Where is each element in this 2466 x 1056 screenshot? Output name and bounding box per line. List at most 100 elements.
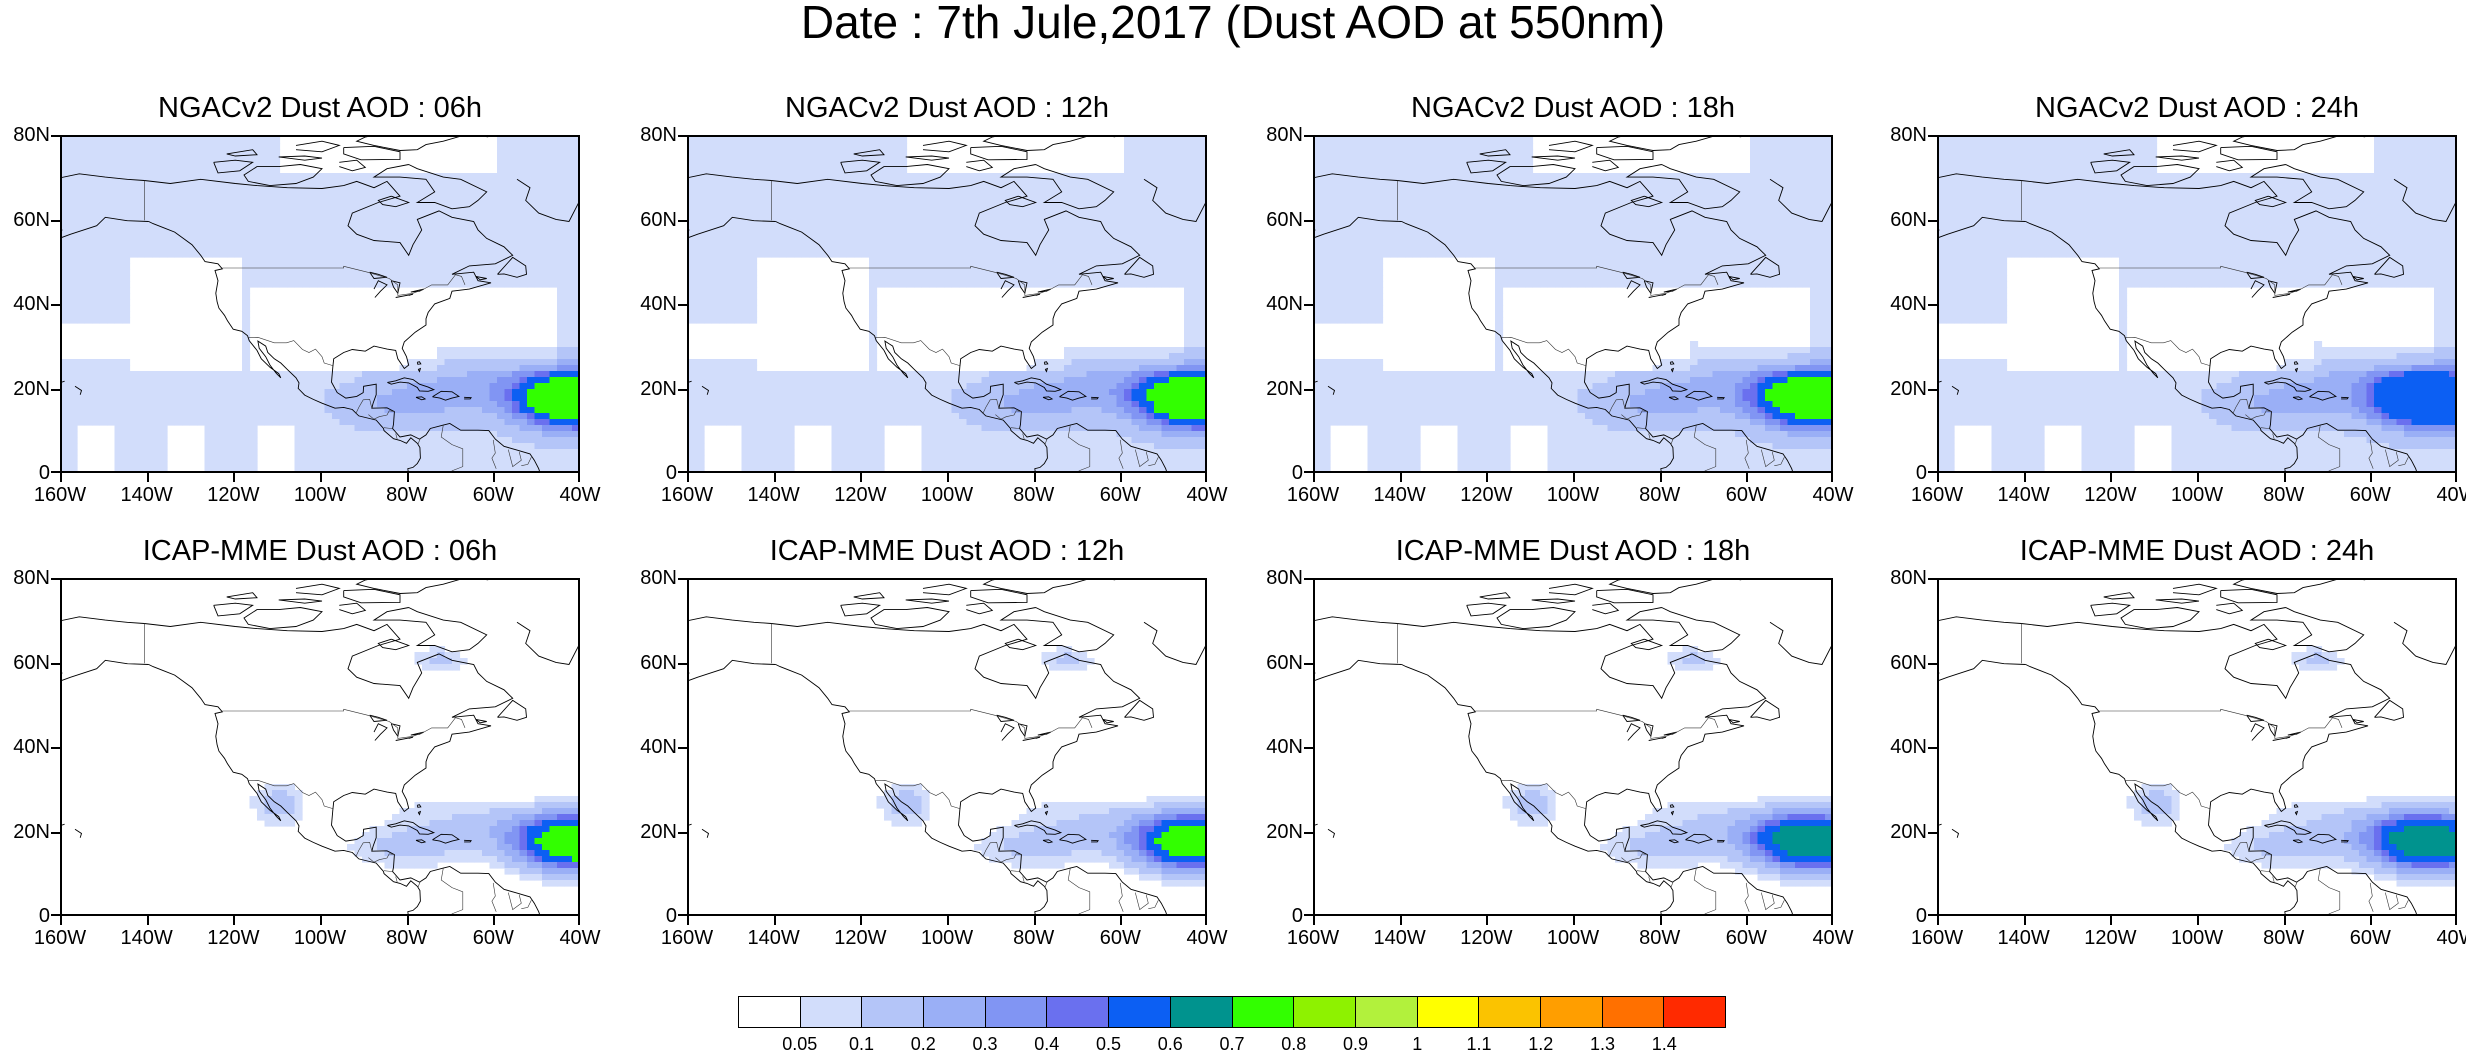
lon-tick-label: 160W <box>1286 484 1340 506</box>
lat-tick-label: 40N <box>640 736 677 758</box>
figure-title: Date : 7th Jule,2017 (Dust AOD at 550nm) <box>800 0 1666 48</box>
lon-tick-label: 60W <box>1725 484 1767 506</box>
lon-tick-label: 80W <box>1013 484 1055 506</box>
lon-tick <box>320 473 322 482</box>
lon-tick <box>1399 916 1402 925</box>
country-borders <box>771 180 1159 471</box>
lon-tick-label: 40W <box>1812 484 1854 506</box>
coastlines <box>62 137 578 471</box>
colorbar-swatch <box>1109 997 1171 1027</box>
lat-tick <box>51 471 60 473</box>
map-panel-icap-mme-24h: ICAP-MME Dust AOD : 24h 80N 60N 40N 20N 0 160W… <box>1890 535 2466 948</box>
colorbar-label: 0.2 <box>910 1034 936 1054</box>
aod-field <box>2126 646 2455 887</box>
dust-aod-map <box>62 580 578 914</box>
colorbar-swatch <box>985 997 1048 1027</box>
lon-tick-label: 80W <box>386 484 428 506</box>
lat-tick-label: 0 <box>1915 905 1927 927</box>
lon-tick <box>2197 916 2199 925</box>
lon-tick-label: 60W <box>2349 484 2391 506</box>
lat-tick-label: 0 <box>665 462 677 484</box>
lat-tick <box>51 747 60 749</box>
lat-tick <box>678 914 687 916</box>
lat-tick <box>1304 388 1313 391</box>
colorbar-swatch <box>1294 997 1356 1027</box>
lon-tick <box>1937 916 1939 925</box>
country-borders <box>2021 623 2409 914</box>
lon-tick-label: 160W <box>660 484 714 506</box>
lon-tick-label: 100W <box>2170 484 2224 506</box>
lat-tick-label: 20N <box>13 820 50 843</box>
coastlines <box>62 580 578 914</box>
colorbar-swatch <box>862 997 925 1027</box>
lat-tick-label: 80N <box>1890 567 1927 589</box>
lon-tick-label: 140W <box>747 927 800 949</box>
panel-title: NGACv2 Dust AOD : 12h <box>785 92 1109 124</box>
lon-tick <box>493 916 496 925</box>
colorbar-swatch <box>1170 997 1233 1027</box>
lat-tick-label: 80N <box>13 124 50 146</box>
colorbar-label: 0.7 <box>1219 1034 1245 1054</box>
lon-tick <box>1746 473 1749 482</box>
lon-tick-label: 160W <box>1910 927 1964 949</box>
panel-title: ICAP-MME Dust AOD : 12h <box>769 535 1125 567</box>
lon-tick-label: 100W <box>1546 927 1600 949</box>
lat-tick-label: 40N <box>640 293 677 315</box>
lat-tick-label: 60N <box>13 651 50 674</box>
lat-tick <box>1928 831 1937 834</box>
lon-tick-label: 120W <box>207 484 260 506</box>
lat-tick <box>1928 135 1937 137</box>
lon-tick-label: 40W <box>1186 927 1228 949</box>
lon-tick <box>406 473 409 482</box>
lat-tick-label: 60N <box>1266 208 1303 231</box>
aod-field <box>62 137 578 471</box>
aod-field <box>1939 137 2455 471</box>
lon-tick <box>1313 473 1315 482</box>
lon-tick <box>1486 916 1489 925</box>
colorbar-label: 1.2 <box>1528 1034 1554 1054</box>
lon-tick-label: 100W <box>293 484 347 506</box>
lon-tick <box>406 916 409 925</box>
lon-tick-label: 40W <box>559 484 601 506</box>
aod-field <box>689 137 1205 471</box>
lat-tick <box>1304 219 1313 222</box>
map-panel-ngacv2-24h: NGACv2 Dust AOD : 24h 80N 60N 40N 20N 0 160W 14… <box>1890 92 2466 505</box>
lon-tick-label: 140W <box>120 927 173 949</box>
lat-tick <box>51 662 60 665</box>
lat-tick <box>1304 747 1313 749</box>
lon-tick <box>2110 916 2113 925</box>
country-borders <box>1397 623 1785 914</box>
lat-tick-label: 60N <box>640 651 677 674</box>
lon-tick-label: 100W <box>1546 484 1600 506</box>
country-borders <box>2021 180 2409 471</box>
lat-tick <box>1304 304 1313 306</box>
map-panel-icap-mme-06h: ICAP-MME Dust AOD : 06h 80N 60N 40N 20N 0 160W… <box>13 535 600 948</box>
dust-aod-map <box>689 137 1205 471</box>
lon-tick <box>2455 916 2457 925</box>
aod-field <box>1315 137 1831 471</box>
lon-tick-label: 40W <box>2436 484 2466 506</box>
lat-tick-label: 40N <box>1266 293 1303 315</box>
panel-title: ICAP-MME Dust AOD : 06h <box>142 535 498 567</box>
panel-title: NGACv2 Dust AOD : 18h <box>1411 92 1735 124</box>
lon-tick-label: 160W <box>660 927 714 949</box>
map-plot-area <box>60 135 580 473</box>
lat-tick-label: 60N <box>13 208 50 231</box>
map-plot-area <box>1937 135 2457 473</box>
lat-tick-label: 60N <box>640 208 677 231</box>
lat-tick-label: 80N <box>640 567 677 589</box>
lon-tick-label: 60W <box>1099 927 1141 949</box>
lon-tick <box>233 473 236 482</box>
lat-tick-label: 20N <box>13 377 50 400</box>
lon-tick <box>1573 473 1575 482</box>
lon-tick-label: 120W <box>834 927 887 949</box>
lat-tick <box>1928 471 1937 473</box>
lat-tick <box>1928 219 1937 222</box>
lat-tick-label: 80N <box>1890 124 1927 146</box>
lon-tick-label: 140W <box>1997 927 2050 949</box>
coastlines <box>1939 137 2455 471</box>
lon-tick <box>773 916 776 925</box>
lat-tick <box>51 304 60 306</box>
lon-tick-label: 100W <box>920 927 974 949</box>
lat-tick-label: 0 <box>38 462 50 484</box>
